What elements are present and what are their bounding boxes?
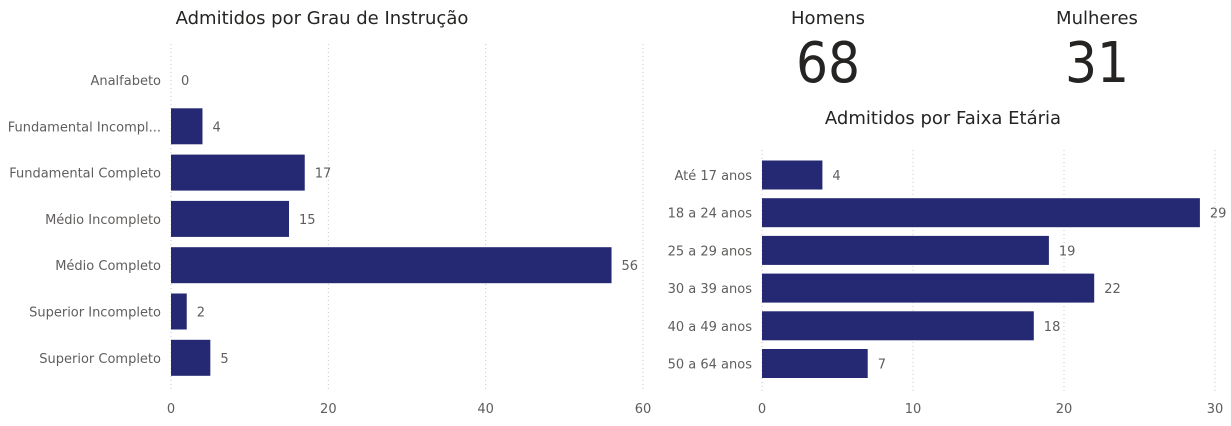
bar[interactable] [762,198,1200,228]
category-label: 25 a 29 anos [668,244,753,259]
category-label: 30 a 39 anos [668,282,753,297]
data-label: 0 [181,74,189,89]
data-label: 19 [1059,244,1076,259]
category-label: 50 a 64 anos [668,358,753,373]
age-gridlines: 0 10 20 30 [758,150,1223,417]
bar[interactable] [762,160,823,190]
bar[interactable] [171,247,612,284]
age-chart: Admitidos por Faixa Etária 0 10 20 30 Até 1… [668,108,1227,417]
age-bars: Até 17 anos 4 18 a 24 anos 29 25 a 29 anos 19… [668,160,1227,378]
x-tick-label: 10 [905,402,922,417]
category-label: Até 17 anos [675,169,753,184]
bar[interactable] [171,339,211,376]
category-label: Analfabeto [90,74,161,89]
category-label: Superior Completo [39,352,161,367]
education-gridlines: 0 20 40 60 [167,44,651,417]
kpi-homens-label: Homens [791,8,865,29]
data-label: 22 [1104,282,1121,297]
x-tick-label: 40 [477,402,494,417]
bar[interactable] [171,293,187,330]
kpi-mulheres: Mulheres 31 [1056,8,1138,96]
category-label: Superior Incompleto [29,306,161,321]
x-tick-label: 0 [167,402,175,417]
kpi-mulheres-value: 31 [1065,31,1129,96]
kpi-homens-value: 68 [796,31,860,96]
x-tick-label: 20 [1056,402,1073,417]
category-label: 40 a 49 anos [668,320,753,335]
data-label: 56 [622,259,639,274]
data-label: 5 [220,352,228,367]
data-label: 17 [315,167,332,182]
kpi-homens: Homens 68 [791,8,865,96]
x-tick-label: 0 [758,402,766,417]
data-label: 2 [197,306,205,321]
bar[interactable] [171,108,203,145]
kpi-mulheres-label: Mulheres [1056,8,1138,29]
x-tick-label: 60 [635,402,652,417]
bar[interactable] [762,311,1034,341]
data-label: 29 [1210,207,1227,222]
education-bars: Analfabeto 0 Fundamental Incompl... 4 Fundam… [8,74,638,376]
category-label: Fundamental Completo [9,167,161,182]
x-tick-label: 20 [320,402,337,417]
data-label: 4 [212,120,220,135]
bar[interactable] [171,154,305,191]
age-chart-title: Admitidos por Faixa Etária [825,108,1061,129]
x-tick-label: 30 [1207,402,1224,417]
education-chart-title: Admitidos por Grau de Instrução [176,8,469,29]
bar[interactable] [171,200,289,237]
bar[interactable] [762,349,868,378]
category-label: Médio Completo [55,259,161,274]
education-chart: Admitidos por Grau de Instrução 0 20 40 60 … [8,8,652,417]
data-label: 18 [1044,320,1061,335]
category-label: 18 a 24 anos [668,207,753,222]
bar[interactable] [762,273,1095,303]
data-label: 7 [878,358,886,373]
bar[interactable] [762,235,1049,265]
category-label: Fundamental Incompl... [8,120,161,135]
category-label: Médio Incompleto [45,213,161,228]
data-label: 15 [299,213,316,228]
data-label: 4 [832,169,840,184]
